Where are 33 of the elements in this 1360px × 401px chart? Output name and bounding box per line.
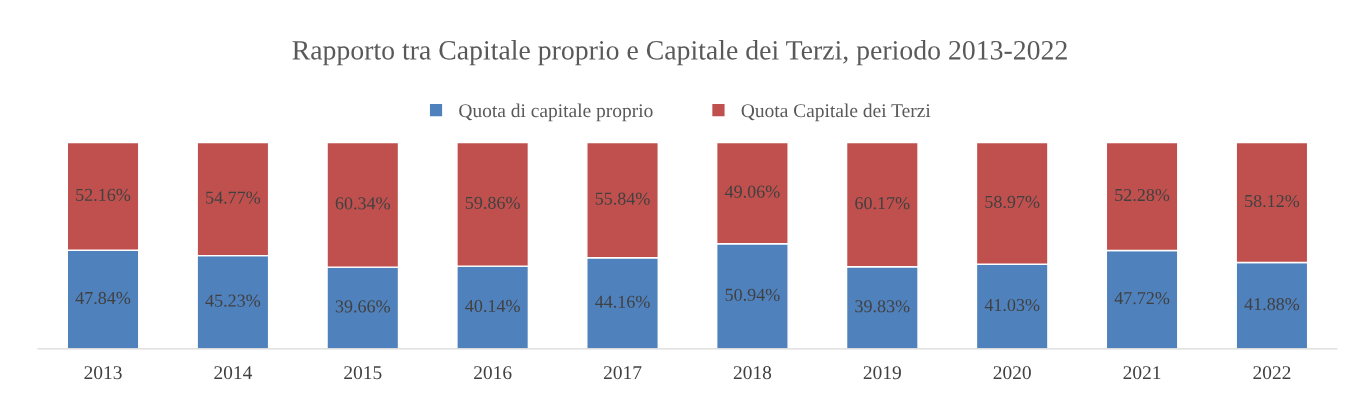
x-tick-label: 2017 xyxy=(603,366,642,380)
x-tick-label: 2019 xyxy=(863,366,901,380)
x-tick-label: 2016 xyxy=(474,366,512,380)
data-label: 39.66% xyxy=(335,300,390,313)
x-tick-label: 2021 xyxy=(1123,366,1161,380)
data-label: 41.88% xyxy=(1244,298,1300,311)
data-label: 44.16% xyxy=(595,295,650,308)
data-label: 41.03% xyxy=(984,298,1040,312)
data-label: 55.84% xyxy=(595,192,650,205)
data-label: 39.83% xyxy=(855,300,910,313)
data-label: 58.12% xyxy=(1245,194,1300,208)
data-label: 59.86% xyxy=(465,196,520,209)
data-label: 40.14% xyxy=(465,299,520,313)
data-label: 50.94% xyxy=(725,288,780,301)
data-label: 45.23% xyxy=(205,294,261,307)
data-label: 47.84% xyxy=(75,291,131,305)
data-label: 54.77% xyxy=(206,191,261,204)
x-tick-label: 2020 xyxy=(993,366,1031,380)
data-label: 47.72% xyxy=(1114,292,1170,305)
data-label: 60.17% xyxy=(855,197,910,210)
x-tick-label: 2014 xyxy=(214,366,253,380)
data-label: 60.34% xyxy=(335,197,390,210)
chart-title: Rapporto tra Capitale proprio e Capitale dei Terzi, periodo 2013-2022 xyxy=(292,40,1067,66)
data-label: 58.97% xyxy=(985,195,1040,209)
data-label: 52.28% xyxy=(1115,188,1170,202)
x-tick-label: 2013 xyxy=(84,366,122,380)
x-tick-label: 2022 xyxy=(1253,366,1291,380)
legend-label: Quota Capitale dei Terzi xyxy=(741,103,931,122)
data-label: 49.06% xyxy=(724,185,780,198)
legend-label: Quota di capitale proprio xyxy=(459,103,653,122)
x-tick-label: 2015 xyxy=(344,366,382,380)
x-tick-label: 2018 xyxy=(733,366,772,380)
data-label: 52.16% xyxy=(76,188,131,202)
